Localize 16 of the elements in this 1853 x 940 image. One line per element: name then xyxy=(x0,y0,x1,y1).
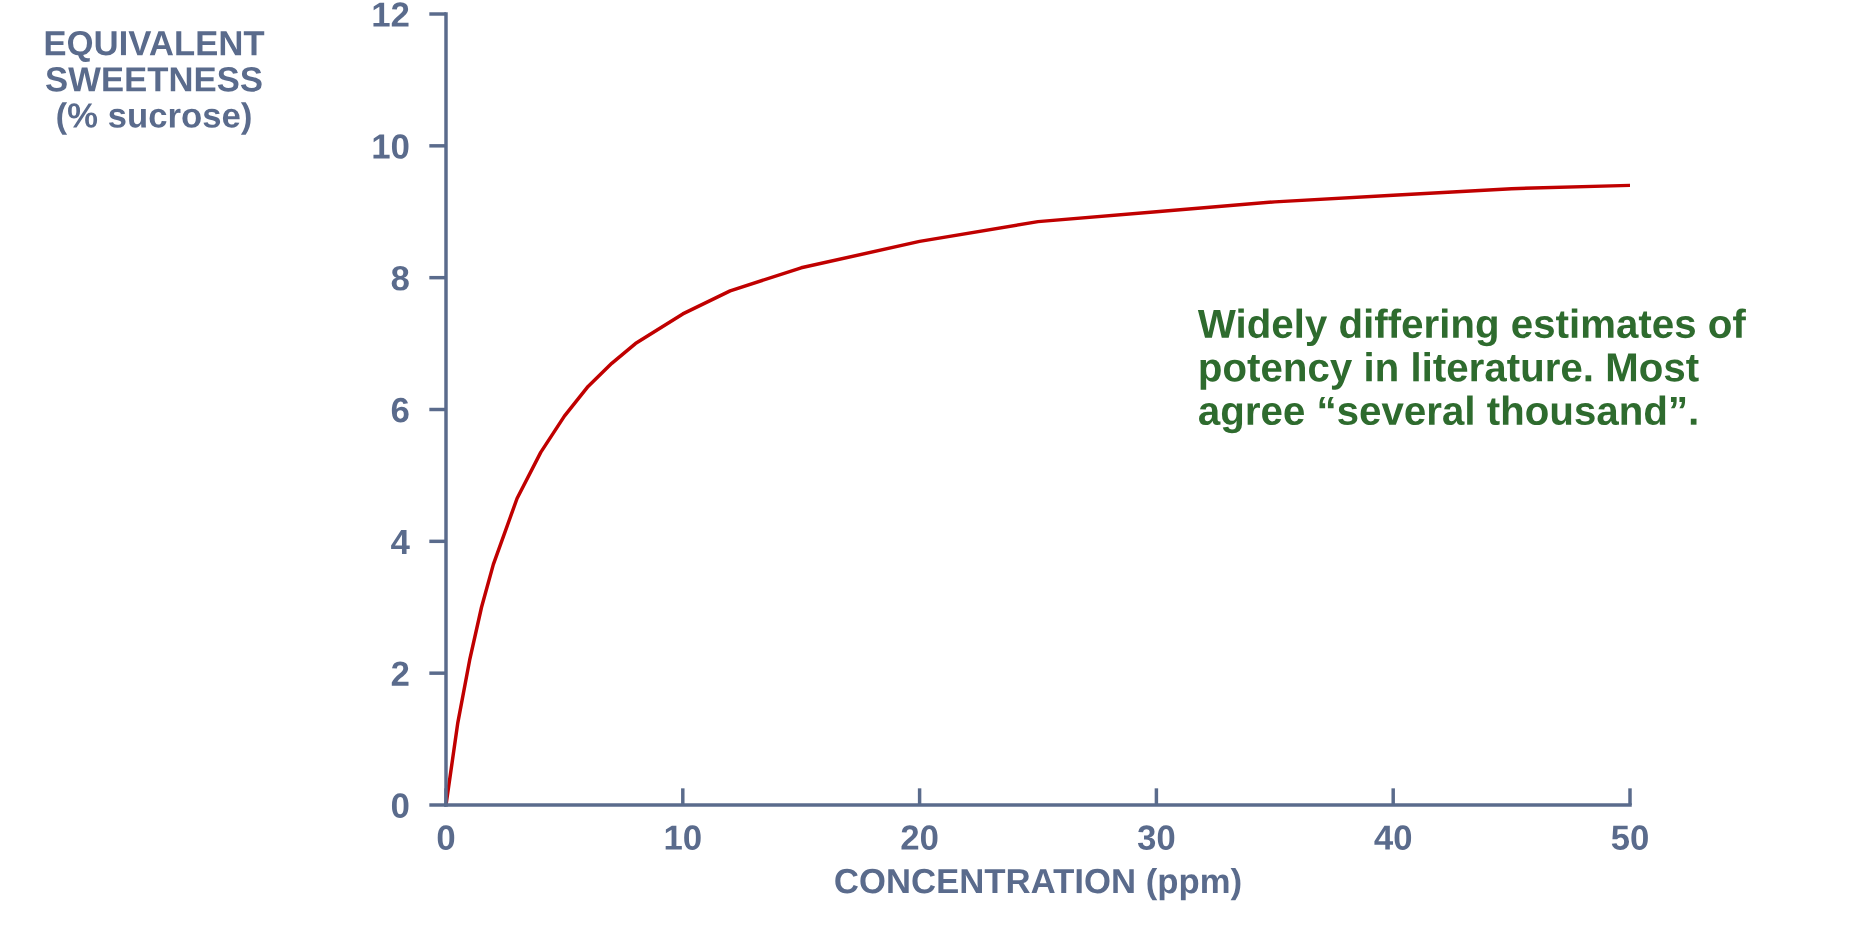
x-tick-label: 20 xyxy=(901,825,938,850)
y-tick-label: 0 xyxy=(391,793,409,818)
y-tick-label: 8 xyxy=(391,266,409,291)
annotation: Widely differing estimates of potency in literature. Most agree “several thousand”. xyxy=(1197,308,1746,434)
y-tick-label: 12 xyxy=(373,2,409,27)
x-tick-label: 10 xyxy=(665,825,701,850)
y-tick-label: 10 xyxy=(373,134,409,159)
x-tick-label: 0 xyxy=(437,825,455,850)
y-tick-label: 4 xyxy=(391,530,410,554)
y-axis-title: EQUIVALENT SWEETNESS (% sucrose) xyxy=(45,30,265,135)
x-tick-label: 30 xyxy=(1137,825,1175,850)
y-tick-label: 6 xyxy=(391,397,409,423)
x-tick-label: 50 xyxy=(1611,825,1648,850)
x-tick-label: 40 xyxy=(1374,825,1412,850)
y-tick-label: 2 xyxy=(391,661,409,686)
x-axis-title: CONCENTRATION (ppm) xyxy=(835,867,1241,901)
